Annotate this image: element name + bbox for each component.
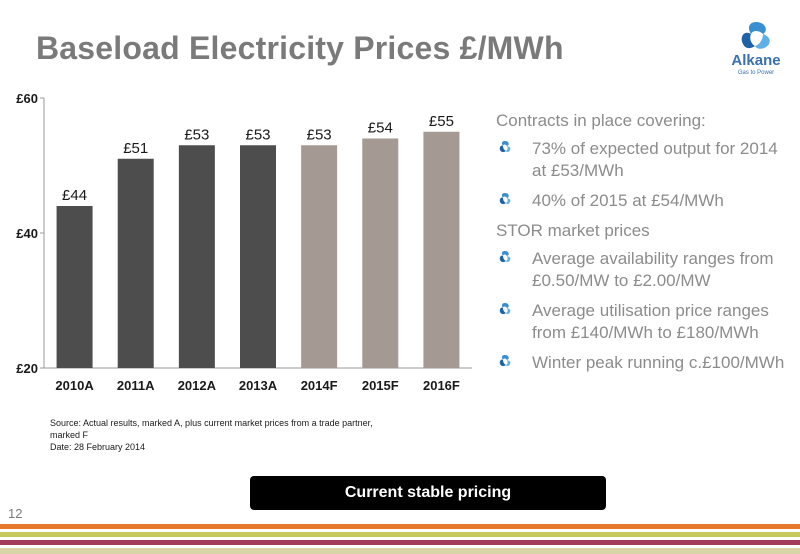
x-tick-label: 2011A (117, 378, 155, 393)
x-tick-label: 2012A (178, 378, 217, 393)
alkane-logo: Alkane Gas to Power (723, 20, 789, 82)
page-title: Baseload Electricity Prices £/MWh (36, 30, 564, 66)
chart-source-note: Source: Actual results, marked A, plus c… (50, 417, 390, 453)
blue-swirl-icon (499, 251, 511, 263)
contracts-heading: Contracts in place covering: (496, 111, 706, 130)
bullet-panel: Contracts in place covering: 73% of expe… (496, 110, 791, 382)
blue-swirl-icon (499, 355, 511, 367)
bullet-item: Average availability ranges from £0.50/M… (496, 248, 791, 292)
bullet-text: 40% of 2015 at £54/MWh (532, 191, 724, 210)
footer-stripe-purple (0, 540, 800, 545)
bullet-item: 73% of expected output for 2014 at £53/M… (496, 138, 791, 182)
bar-2010A (56, 206, 93, 368)
blue-swirl-icon (499, 141, 511, 153)
footer-stripe-green (0, 532, 800, 537)
y-tick-label: £40 (16, 226, 38, 241)
data-label: £44 (62, 187, 87, 204)
bullet-item: Average utilisation price ranges from £1… (496, 300, 791, 344)
bar-2011A (117, 158, 154, 368)
blue-swirl-icon (499, 303, 511, 315)
bar-2015F (362, 138, 399, 368)
data-label: £53 (307, 126, 332, 143)
logo-name: Alkane (731, 52, 781, 69)
y-tick-label: £20 (16, 361, 38, 376)
page-number: 12 (8, 506, 23, 521)
footer-stripe-beige (0, 548, 800, 554)
bar-2013A (240, 145, 276, 368)
x-tick-label: 2010A (55, 378, 94, 393)
data-label: £53 (184, 126, 209, 143)
blue-swirl-icon (499, 193, 511, 205)
bullet-text: 73% of expected output for 2014 at £53/M… (532, 139, 778, 180)
x-tick-label: 2013A (239, 378, 278, 393)
bullet-text: Average availability ranges from £0.50/M… (532, 249, 774, 290)
bullet-item: Winter peak running c.£100/MWh (496, 352, 791, 374)
bullet-item: 40% of 2015 at £54/MWh (496, 190, 791, 212)
x-tick-label: 2015F (362, 378, 399, 393)
data-label: £51 (123, 140, 148, 157)
bar-2012A (178, 145, 215, 368)
current-stable-pricing-banner: Current stable pricing (250, 476, 606, 510)
bullet-text: Winter peak running c.£100/MWh (532, 353, 785, 372)
date-line: Date: 28 February 2014 (50, 442, 146, 452)
footer-stripe-orange (0, 524, 800, 529)
x-tick-label: 2016F (423, 378, 460, 393)
price-bar-chart: £20 £40 £60 £44 2010A £51 2011A £53 2012A £53 2013… (16, 91, 472, 393)
logo-swirl-icon (741, 22, 770, 49)
data-label: £53 (245, 126, 270, 143)
bar-2014F (301, 145, 338, 368)
data-label: £55 (429, 113, 454, 130)
logo-tagline: Gas to Power (737, 70, 775, 76)
stor-heading: STOR market prices (496, 221, 650, 240)
bar-2016F (423, 131, 460, 368)
x-tick-label: 2014F (301, 378, 338, 393)
source-line: Source: Actual results, marked A, plus c… (50, 418, 373, 440)
data-label: £54 (368, 120, 393, 137)
bullet-text: Average utilisation price ranges from £1… (532, 301, 769, 342)
y-tick-label: £60 (16, 91, 38, 106)
